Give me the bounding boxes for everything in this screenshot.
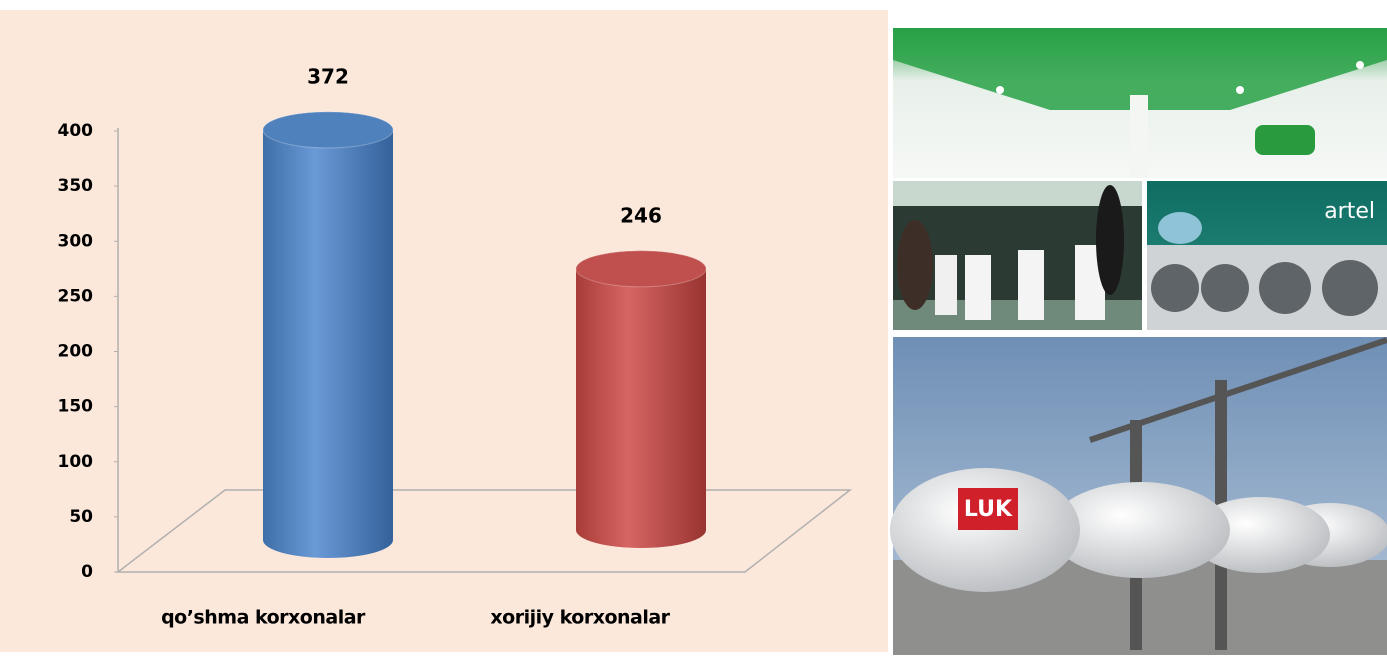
bar	[576, 250, 706, 548]
x-tick-label: xorijiy korxonalar	[490, 607, 670, 629]
bar	[263, 111, 393, 558]
bar-top	[575, 250, 707, 288]
y-tick-label: 50	[69, 507, 93, 527]
image-logo: LUK	[964, 497, 1013, 522]
bar-top	[262, 111, 394, 149]
photo-tanks: LUK	[890, 337, 1387, 655]
floor	[115, 489, 853, 573]
y-tick-label: 250	[58, 286, 94, 306]
chart: 0 50 100 150 200 250 300 350 400 372 qo’shma korxo…	[58, 64, 707, 629]
y-tick-label: 400	[58, 121, 94, 141]
photo-shop	[893, 28, 1387, 178]
y-tick-label: 200	[58, 342, 94, 362]
x-tick-label: qo’shma korxonalar	[161, 607, 366, 629]
y-tick-label: 300	[58, 231, 94, 251]
y-tick-label: 150	[58, 397, 94, 417]
image-logo: artel	[1324, 199, 1375, 224]
chart-background	[0, 10, 888, 652]
y-tick-label: 350	[58, 176, 94, 196]
photo-phones	[893, 181, 1142, 330]
y-tick-label: 100	[58, 452, 94, 472]
photo-washers: artel	[1147, 181, 1387, 330]
data-label: 372	[307, 64, 349, 88]
y-tick-label: 0	[81, 562, 93, 582]
data-label: 246	[620, 203, 662, 227]
